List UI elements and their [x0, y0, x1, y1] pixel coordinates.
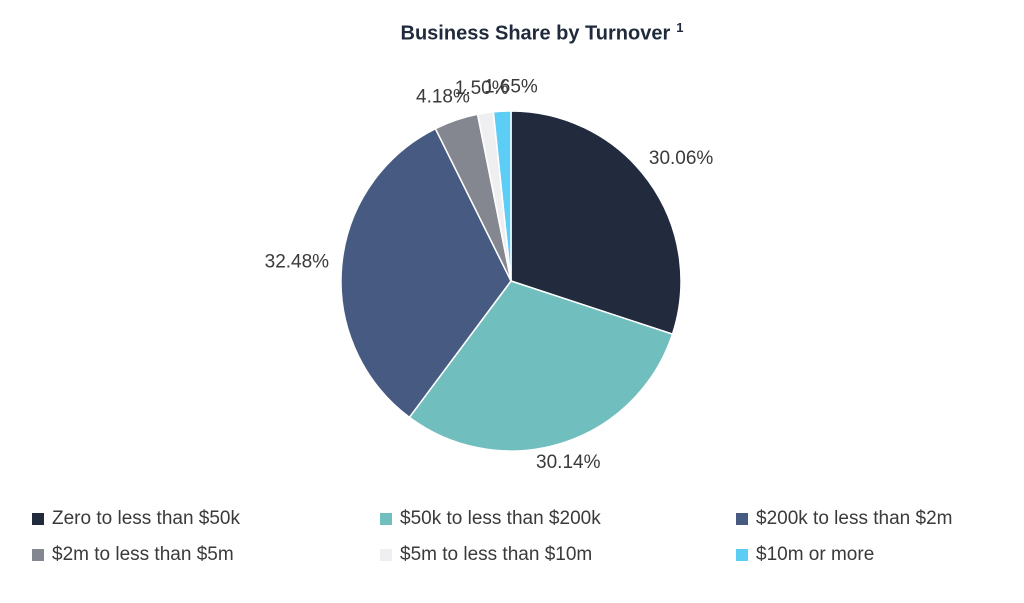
data-label: 32.48%	[265, 252, 330, 273]
chart-title-text: Business Share by Turnover	[400, 22, 671, 45]
pie-slice	[408, 280, 674, 452]
legend-item: $50k to less than $200k	[380, 508, 736, 530]
chart-title: Business Share by Turnover 1	[0, 20, 1024, 46]
legend-swatch	[736, 513, 748, 525]
legend-label: $10m or more	[756, 544, 875, 565]
legend-item: $200k to less than $2m	[736, 508, 1002, 530]
data-label: 1.65%	[484, 76, 538, 97]
legend-label: $200k to less than $2m	[756, 508, 953, 529]
legend-label: $50k to less than $200k	[400, 508, 601, 529]
legend-label: $2m to less than $5m	[52, 544, 234, 565]
data-label: 4.18%	[416, 86, 470, 107]
legend-item: $2m to less than $5m	[32, 544, 380, 566]
legend-label: $5m to less than $10m	[400, 544, 593, 565]
legend-swatch	[380, 549, 392, 561]
legend-swatch	[380, 513, 392, 525]
pie-chart: 30.06% 30.14% 32.48% 4.18%1.50%1.65%	[265, 76, 714, 473]
legend-item: Zero to less than $50k	[32, 508, 380, 530]
data-label: 1.50%	[455, 78, 509, 99]
chart-legend: Zero to less than $50k $50k to less than…	[32, 508, 1002, 566]
legend-swatch	[32, 513, 44, 525]
legend-swatch	[736, 549, 748, 561]
legend-label: Zero to less than $50k	[52, 508, 240, 529]
legend-item: $10m or more	[736, 544, 1002, 566]
data-label: 30.06%	[649, 148, 714, 169]
data-label: 30.14%	[536, 452, 601, 473]
legend-swatch	[32, 549, 44, 561]
pie-slice	[510, 110, 682, 336]
pie-slice	[492, 110, 512, 282]
pie-slice	[340, 127, 512, 419]
legend-item: $5m to less than $10m	[380, 544, 736, 566]
title-footnote: 1	[676, 20, 684, 35]
